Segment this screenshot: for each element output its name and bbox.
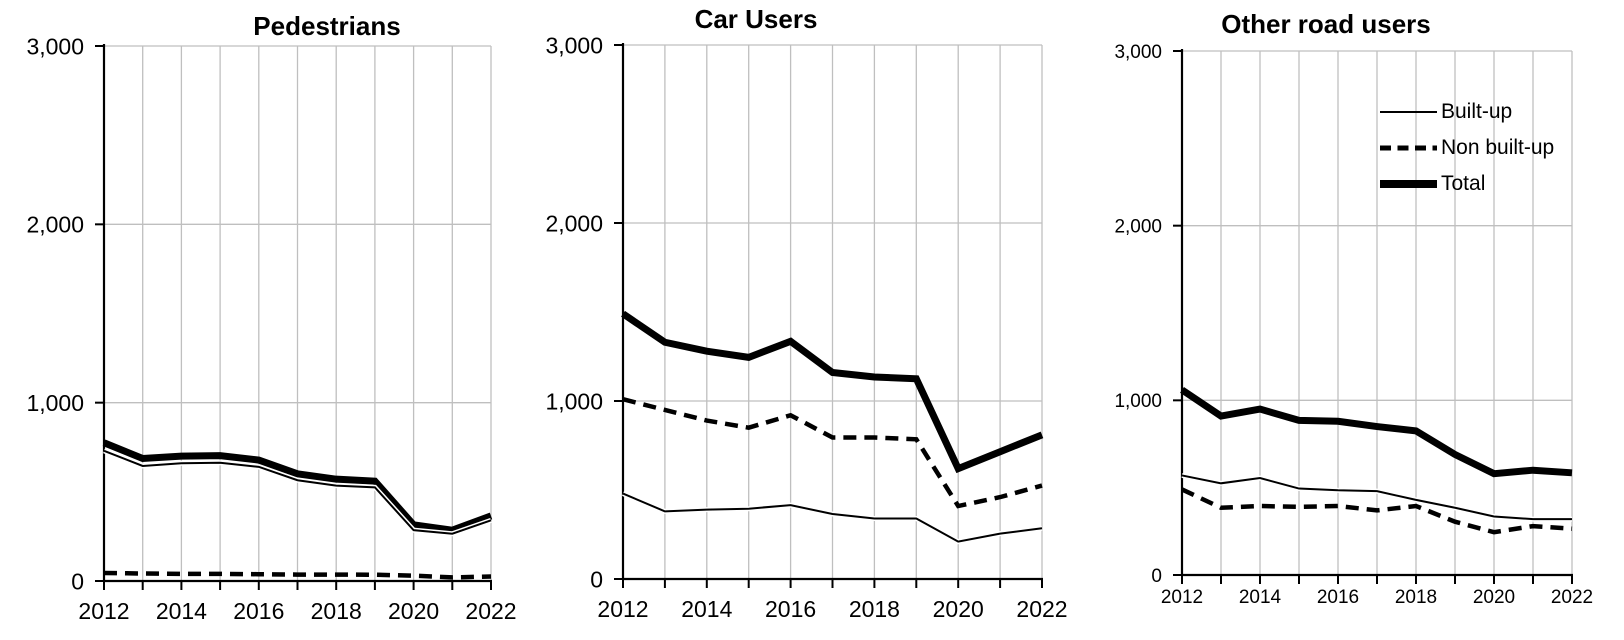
x-tick-label: 2022 — [1016, 596, 1067, 622]
series-line-built-up — [103, 449, 492, 535]
x-tick-label: 2014 — [1239, 587, 1282, 608]
legend-item-total: Total — [1380, 166, 1554, 202]
series-line-non-built-up — [103, 570, 492, 580]
y-tick-label: 0 — [1151, 566, 1162, 587]
x-tick-label: 2022 — [465, 598, 516, 624]
series-line-non-built-up — [1181, 487, 1573, 535]
x-tick-label: 2018 — [849, 596, 900, 622]
x-tick-label: 2014 — [156, 598, 207, 624]
y-tick-label: 1,000 — [1114, 391, 1162, 412]
x-tick-label: 2016 — [765, 596, 816, 622]
legend-label-non-built-up: Non built-up — [1441, 136, 1555, 159]
y-tick-label: 1,000 — [26, 390, 84, 416]
series-line-total — [1180, 386, 1573, 478]
x-tick-label: 2016 — [233, 598, 284, 624]
x-tick-label: 2012 — [1161, 587, 1203, 608]
x-tick-label: 2016 — [1317, 587, 1359, 608]
y-tick-label: 1,000 — [545, 388, 603, 414]
x-tick-label: 2014 — [681, 596, 732, 622]
legend-label-total: Total — [1441, 172, 1486, 195]
x-tick-label: 2018 — [311, 598, 362, 624]
x-tick-label: 2012 — [78, 598, 129, 624]
dashed-line-swatch-icon — [1380, 145, 1437, 151]
x-tick-label: 2020 — [1473, 587, 1515, 608]
legend-label-built-up: Built-up — [1441, 100, 1513, 123]
y-tick-label: 0 — [590, 566, 603, 592]
y-tick-label: 2,000 — [545, 210, 603, 236]
x-tick-label: 2022 — [1551, 587, 1593, 608]
x-tick-label: 2018 — [1395, 587, 1437, 608]
legend: Built-up Non built-up Total — [1380, 94, 1554, 202]
legend-item-non-built-up: Non built-up — [1380, 130, 1554, 166]
x-tick-label: 2020 — [388, 598, 439, 624]
thin-solid-line-swatch-icon — [1380, 111, 1437, 113]
series-line-total — [621, 310, 1044, 474]
y-tick-label: 0 — [71, 568, 84, 594]
y-tick-label: 3,000 — [1114, 42, 1162, 63]
legend-item-built-up: Built-up — [1380, 94, 1554, 130]
chart-title-other-road-users: Other road users — [1221, 9, 1431, 39]
y-tick-label: 3,000 — [545, 32, 603, 58]
series-line-built-up — [1181, 474, 1572, 521]
y-tick-label: 2,000 — [26, 212, 84, 238]
x-tick-label: 2012 — [597, 596, 648, 622]
series-line-non-built-up — [622, 397, 1043, 509]
chart-title-car-users: Car Users — [694, 4, 818, 34]
y-tick-label: 2,000 — [1114, 217, 1162, 238]
chart-title-pedestrians: Pedestrians — [253, 11, 401, 41]
series-line-built-up — [622, 492, 1043, 543]
y-tick-label: 3,000 — [26, 33, 84, 59]
thick-solid-line-swatch-icon — [1380, 180, 1437, 188]
series-line-total — [102, 439, 493, 534]
x-tick-label: 2020 — [933, 596, 984, 622]
